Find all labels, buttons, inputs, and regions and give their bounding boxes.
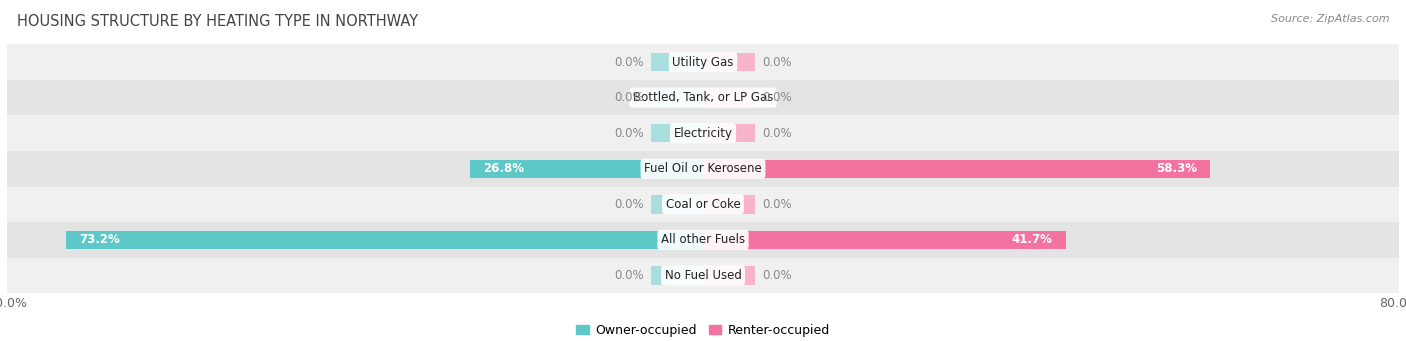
Bar: [651, 266, 703, 285]
Text: 0.0%: 0.0%: [762, 198, 792, 211]
Bar: [7, 258, 1399, 293]
Bar: [703, 53, 755, 71]
Bar: [703, 124, 755, 143]
Text: Utility Gas: Utility Gas: [672, 56, 734, 69]
Bar: [7, 116, 1399, 151]
Bar: [7, 151, 1399, 187]
Bar: [651, 88, 703, 107]
Bar: [7, 187, 1399, 222]
Bar: [7, 44, 1399, 80]
Text: HOUSING STRUCTURE BY HEATING TYPE IN NORTHWAY: HOUSING STRUCTURE BY HEATING TYPE IN NOR…: [17, 14, 418, 29]
Bar: [703, 160, 1211, 178]
Legend: Owner-occupied, Renter-occupied: Owner-occupied, Renter-occupied: [571, 319, 835, 341]
Text: Coal or Coke: Coal or Coke: [665, 198, 741, 211]
Bar: [7, 222, 1399, 258]
Bar: [703, 231, 1066, 249]
Bar: [703, 266, 755, 285]
Text: 0.0%: 0.0%: [762, 56, 792, 69]
Text: 0.0%: 0.0%: [762, 91, 792, 104]
Text: Fuel Oil or Kerosene: Fuel Oil or Kerosene: [644, 162, 762, 175]
Text: All other Fuels: All other Fuels: [661, 234, 745, 247]
Text: 58.3%: 58.3%: [1156, 162, 1197, 175]
Text: 0.0%: 0.0%: [614, 198, 644, 211]
Text: 0.0%: 0.0%: [614, 127, 644, 140]
Text: Electricity: Electricity: [673, 127, 733, 140]
Text: 73.2%: 73.2%: [79, 234, 120, 247]
Text: 0.0%: 0.0%: [614, 269, 644, 282]
Bar: [66, 231, 703, 249]
Text: 0.0%: 0.0%: [614, 91, 644, 104]
Bar: [470, 160, 703, 178]
Text: 0.0%: 0.0%: [614, 56, 644, 69]
Text: Bottled, Tank, or LP Gas: Bottled, Tank, or LP Gas: [633, 91, 773, 104]
Bar: [651, 124, 703, 143]
Bar: [7, 80, 1399, 116]
Bar: [651, 195, 703, 213]
Text: No Fuel Used: No Fuel Used: [665, 269, 741, 282]
Text: 26.8%: 26.8%: [482, 162, 524, 175]
Text: 0.0%: 0.0%: [762, 269, 792, 282]
Bar: [703, 195, 755, 213]
Bar: [703, 88, 755, 107]
Text: 41.7%: 41.7%: [1012, 234, 1053, 247]
Bar: [651, 53, 703, 71]
Text: 0.0%: 0.0%: [762, 127, 792, 140]
Text: Source: ZipAtlas.com: Source: ZipAtlas.com: [1271, 14, 1389, 24]
